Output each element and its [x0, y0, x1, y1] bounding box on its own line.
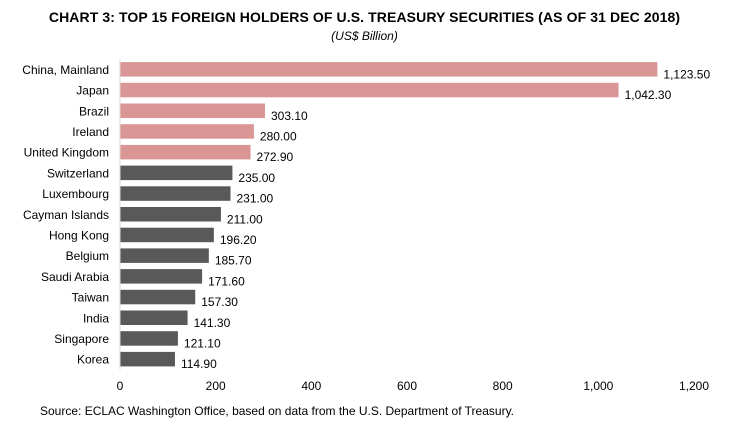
bar — [120, 227, 214, 243]
source-note: Source: ECLAC Washington Office, based o… — [40, 404, 515, 418]
x-tick-label: 600 — [397, 379, 417, 393]
x-tick-label: 400 — [301, 379, 321, 393]
category-label: Hong Kong — [49, 228, 109, 242]
bar — [120, 165, 233, 181]
value-label: 185.70 — [215, 254, 252, 268]
bar — [120, 331, 178, 346]
chart-subtitle: (US$ Billion) — [331, 29, 398, 43]
category-label: Belgium — [66, 249, 109, 263]
value-label: 1,123.50 — [663, 67, 710, 81]
value-label: 171.60 — [208, 274, 245, 288]
x-tick-label: 800 — [493, 379, 513, 393]
bars-layer: China, Mainland 1,123.50 Japan 1,042.30 Braz… — [22, 62, 710, 371]
bar — [120, 144, 251, 160]
bar — [120, 248, 209, 263]
value-label: 211.00 — [227, 212, 263, 226]
category-label: Brazil — [79, 104, 109, 118]
category-label: Cayman Islands — [23, 208, 109, 222]
chart-title: CHART 3: TOP 15 FOREIGN HOLDERS OF U.S. … — [48, 9, 681, 25]
x-tick-label: 200 — [206, 379, 226, 393]
category-label: Luxembourg — [42, 187, 109, 201]
value-label: 114.90 — [181, 357, 217, 371]
category-label: Saudi Arabia — [41, 270, 109, 284]
x-tick-label: 1,200 — [679, 379, 709, 393]
category-label: Japan — [76, 84, 109, 98]
category-label: Taiwan — [72, 291, 109, 305]
x-axis: 0 200 400 600 800 1,000 1,200 — [117, 59, 709, 393]
value-label: 231.00 — [236, 192, 273, 206]
category-label: Korea — [77, 353, 109, 367]
x-tick-label: 1,000 — [583, 379, 613, 393]
bar — [120, 351, 175, 367]
bar — [120, 82, 619, 98]
bar — [120, 186, 231, 201]
value-label: 235.00 — [238, 171, 275, 185]
bar — [120, 124, 254, 139]
value-label: 280.00 — [260, 129, 297, 143]
category-label: Ireland — [72, 125, 109, 139]
category-label: Switzerland — [47, 166, 109, 180]
value-label: 141.30 — [194, 316, 231, 330]
x-tick-label: 0 — [117, 379, 124, 393]
value-label: 1,042.30 — [625, 88, 672, 102]
value-label: 121.10 — [184, 336, 221, 350]
category-label: Singapore — [54, 332, 109, 346]
value-label: 157.30 — [201, 295, 238, 309]
category-label: China, Mainland — [22, 63, 109, 77]
value-label: 272.90 — [257, 150, 294, 164]
bar — [120, 207, 221, 222]
category-label: India — [83, 311, 109, 325]
bar — [120, 62, 658, 77]
bar — [120, 310, 188, 325]
bar — [120, 269, 203, 284]
value-label: 303.10 — [271, 109, 308, 123]
category-label: United Kingdom — [24, 146, 109, 160]
value-label: 196.20 — [220, 233, 257, 247]
bar — [120, 103, 265, 118]
bar — [120, 289, 196, 305]
